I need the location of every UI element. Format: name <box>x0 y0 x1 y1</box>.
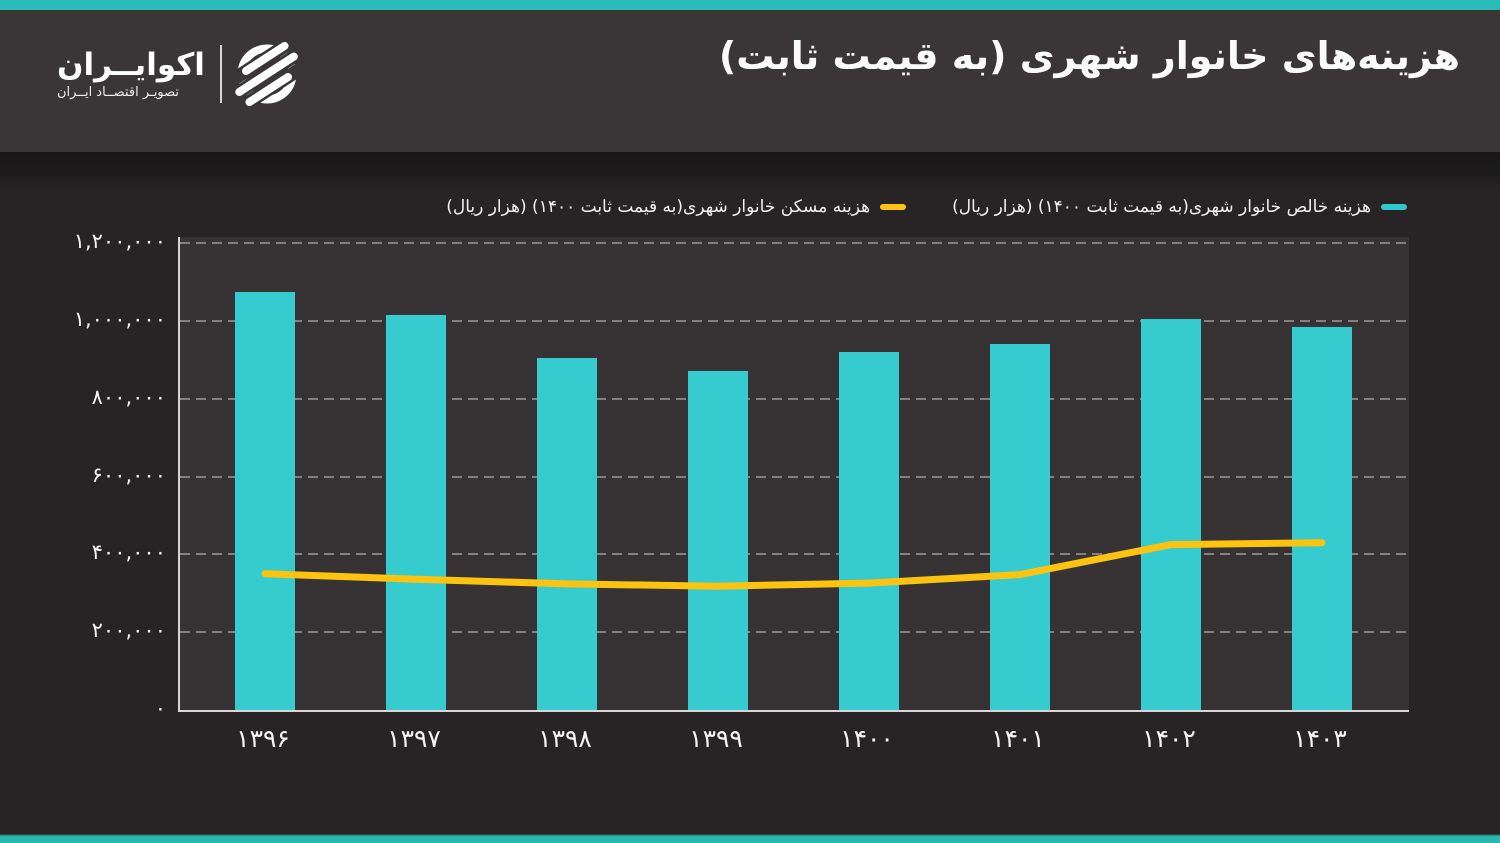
logo-text-block: اکوایــران تصویـر اقتصــاد ایــران <box>57 48 205 100</box>
bar-7 <box>1292 326 1352 710</box>
x-tick-label: ۱۳۹۶ <box>236 724 290 753</box>
y-tick-label: ۸۰۰,۰۰۰ <box>91 384 166 409</box>
y-tick-label: ۴۰۰,۰۰۰ <box>91 540 166 565</box>
legend-item-housing-expense: هزینه مسکن خانوار شهری(به قیمت ثابت ۱۴۰۰… <box>446 197 907 217</box>
y-tick-label: ۱,۰۰۰,۰۰۰ <box>73 306 166 331</box>
gridline <box>180 319 1409 322</box>
gridline <box>180 475 1409 478</box>
teal-swatch-icon <box>1381 204 1407 210</box>
y-tick-label: ۶۰۰,۰۰۰ <box>91 462 166 487</box>
plot-area <box>178 237 1409 712</box>
line-series <box>261 539 1326 590</box>
gridline <box>180 553 1409 556</box>
logo-name: اکوایــران <box>57 46 205 83</box>
x-tick-label: ۱۳۹۹ <box>689 724 743 753</box>
header: هزینه‌های خانوار شهری (به قیمت ثابت) اکو… <box>0 10 1500 152</box>
y-tick-label: ۱,۲۰۰,۰۰۰ <box>73 229 166 253</box>
legend-label: هزینه مسکن خانوار شهری(به قیمت ثابت ۱۴۰۰… <box>446 197 871 217</box>
y-tick-label: ۰ <box>154 696 166 720</box>
ecoiran-circle-icon <box>234 42 299 106</box>
legend-item-net-expense: هزینه خالص خانوار شهری(به قیمت ثابت ۱۴۰۰… <box>952 197 1407 217</box>
page-title: هزینه‌های خانوار شهری (به قیمت ثابت) <box>718 34 1461 78</box>
gridline <box>180 631 1409 634</box>
bar-4 <box>839 351 899 710</box>
x-tick-label: ۱۴۰۰ <box>840 724 894 753</box>
y-tick-label: ۲۰۰,۰۰۰ <box>91 618 166 643</box>
x-tick-label: ۱۳۹۸ <box>538 724 592 753</box>
ecoiran-logo: اکوایــران تصویـر اقتصــاد ایــران <box>57 42 299 106</box>
x-tick-label: ۱۳۹۷ <box>387 724 441 753</box>
bar-1 <box>386 315 446 710</box>
bar-5 <box>990 344 1050 710</box>
x-tick-label: ۱۴۰۲ <box>1142 724 1196 753</box>
gridline <box>180 242 1409 244</box>
yellow-swatch-icon <box>880 204 907 210</box>
bar-2 <box>537 357 597 710</box>
bar-3 <box>688 371 748 710</box>
gridline <box>180 397 1409 400</box>
chart-legend: هزینه خالص خانوار شهری(به قیمت ثابت ۱۴۰۰… <box>446 197 1407 217</box>
x-tick-label: ۱۴۰۳ <box>1293 724 1347 753</box>
bar-0 <box>235 291 295 710</box>
legend-label: هزینه خالص خانوار شهری(به قیمت ثابت ۱۴۰۰… <box>952 197 1371 217</box>
bar-6 <box>1141 318 1201 710</box>
logo-divider <box>219 45 222 103</box>
housing-expense-line <box>261 539 1326 590</box>
x-tick-label: ۱۴۰۱ <box>991 724 1045 753</box>
logo-tagline: تصویـر اقتصــاد ایــران <box>57 85 180 101</box>
